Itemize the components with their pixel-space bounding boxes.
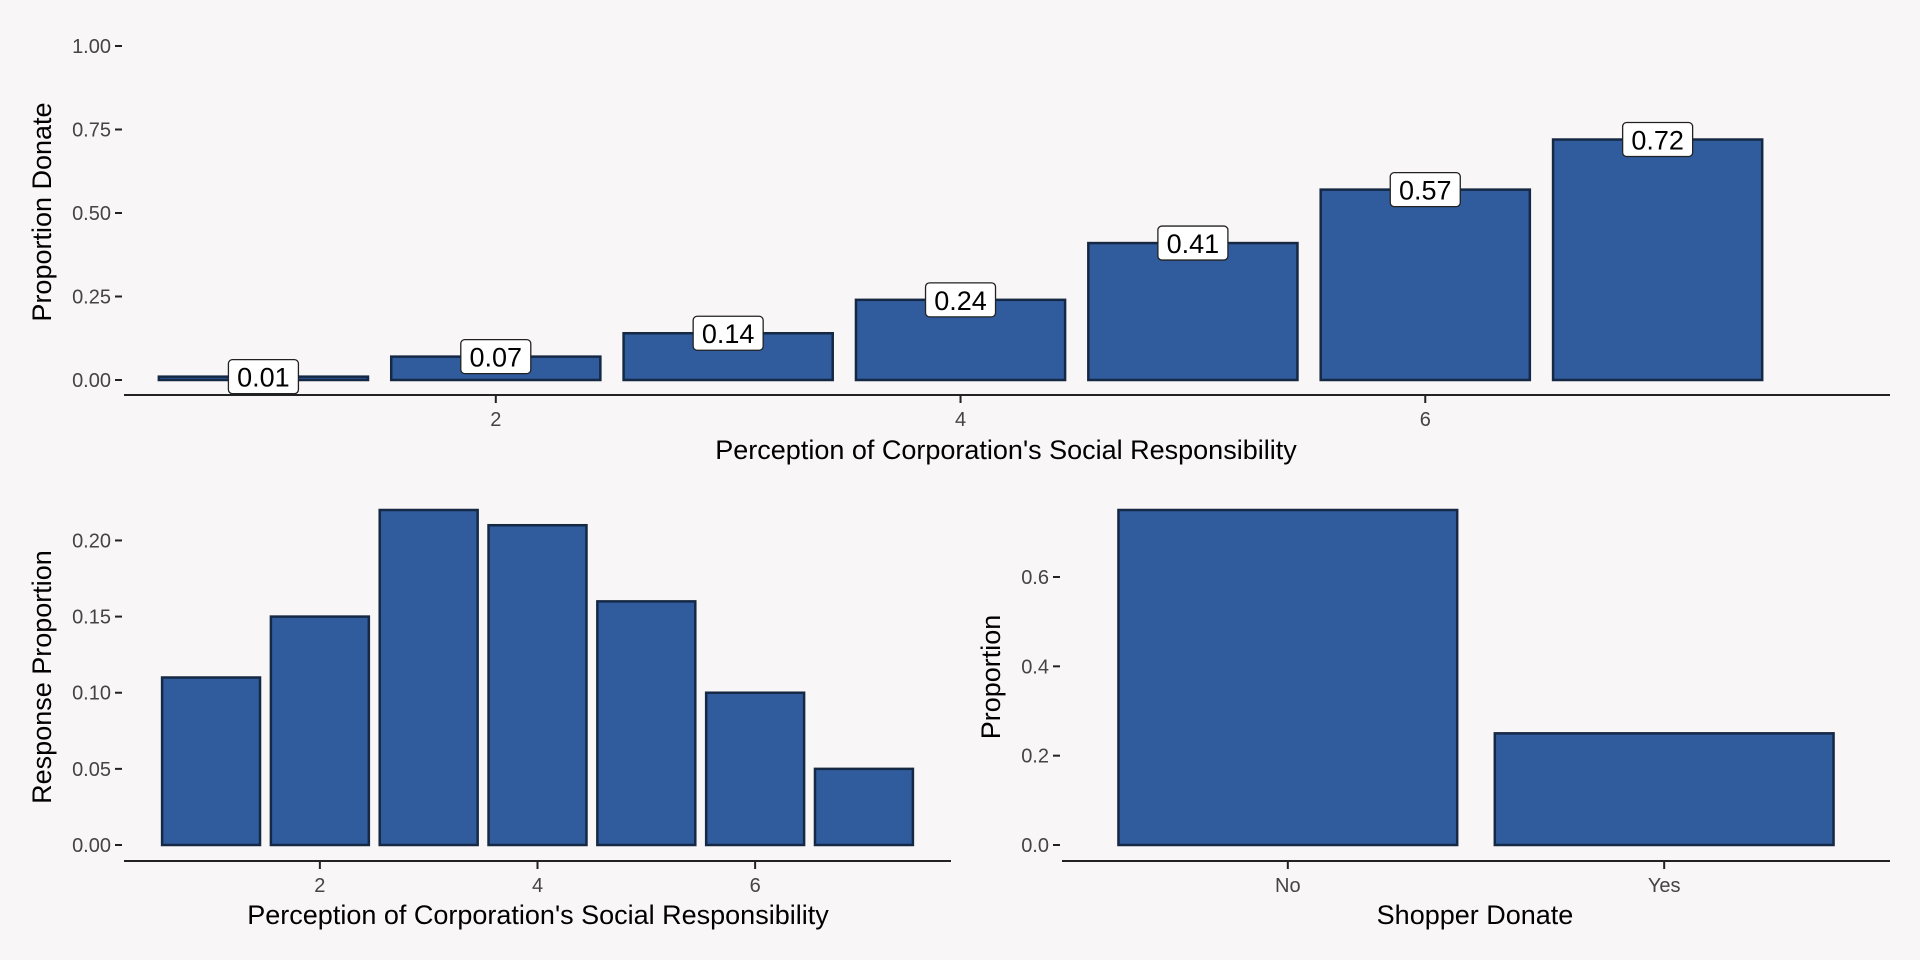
data-label: 0.07 xyxy=(470,343,523,373)
data-label: 0.41 xyxy=(1167,229,1220,259)
data-label-box xyxy=(924,282,997,318)
data-label: 0.01 xyxy=(237,363,290,393)
bar xyxy=(269,615,371,847)
y-tick-label: 0.10 xyxy=(72,683,111,705)
data-label: 0.14 xyxy=(702,319,755,349)
y-axis-title: Proportion xyxy=(976,615,1006,740)
x-tick-label: 2 xyxy=(314,875,325,897)
chart-bottom-left-response-proportion: 0.00 0.05 0.10 0.15 0.20 2 4 6 Perception of C… xyxy=(27,508,951,930)
data-labels: 0.01 0.07 0.14 0.24 0.41 0.57 0.72 xyxy=(227,121,1694,395)
y-axis: 0.00 0.25 0.50 0.75 1.00 xyxy=(72,36,122,392)
y-tick-label: 0.6 xyxy=(1021,567,1049,589)
y-tick-label: 1.00 xyxy=(72,36,111,58)
data-label-box xyxy=(460,338,532,375)
y-tick-label: 0.0 xyxy=(1021,835,1049,857)
data-label-box xyxy=(227,359,300,395)
y-tick-label: 0.2 xyxy=(1021,746,1049,768)
y-tick-label: 0.4 xyxy=(1021,656,1049,678)
y-tick-label: 0.20 xyxy=(72,530,111,552)
bar xyxy=(596,600,697,847)
x-tick-label: 6 xyxy=(750,875,761,897)
x-axis-title: Perception of Corporation's Social Respo… xyxy=(247,900,829,930)
bars xyxy=(1117,508,1835,847)
data-label: 0.72 xyxy=(1631,126,1684,156)
bar xyxy=(487,523,588,847)
bars xyxy=(157,138,1764,382)
x-tick-label: 4 xyxy=(955,409,966,431)
y-tick-label: 0.25 xyxy=(72,287,111,309)
y-tick-label: 0.05 xyxy=(72,759,111,781)
data-label-box xyxy=(692,315,764,351)
y-axis: 0.00 0.05 0.10 0.15 0.20 xyxy=(72,530,122,857)
y-tick-label: 0.75 xyxy=(72,120,111,142)
x-axis: No Yes xyxy=(1062,860,1890,897)
bar xyxy=(1117,508,1459,847)
x-tick-label: No xyxy=(1275,875,1301,897)
y-axis-title: Proportion Donate xyxy=(27,102,57,321)
x-axis: 2 4 6 xyxy=(124,860,951,897)
x-axis-title: Perception of Corporation's Social Respo… xyxy=(715,435,1297,465)
y-tick-label: 0.00 xyxy=(72,835,111,857)
data-label-box xyxy=(1621,121,1694,158)
data-label: 0.24 xyxy=(934,286,987,316)
x-tick-label: Yes xyxy=(1648,875,1681,897)
bar xyxy=(1493,732,1835,847)
y-tick-label: 0.15 xyxy=(72,607,111,629)
bar xyxy=(704,691,806,847)
data-label-box xyxy=(1157,225,1229,261)
data-label: 0.57 xyxy=(1399,176,1452,206)
x-tick-label: 4 xyxy=(532,875,543,897)
bar xyxy=(1319,188,1532,382)
chart-top-proportion-donate: 0.01 0.07 0.14 0.24 0.41 0.57 0.72 0.00 0.25 0.5… xyxy=(27,36,1890,465)
bar xyxy=(1087,241,1299,382)
y-axis-title: Response Proportion xyxy=(27,550,57,804)
chart-bottom-right-shopper-donate: 0.0 0.2 0.4 0.6 No Yes Shopper Donate Propor… xyxy=(976,508,1890,930)
y-axis: 0.0 0.2 0.4 0.6 xyxy=(1021,567,1060,857)
x-tick-label: 2 xyxy=(490,409,501,431)
bar xyxy=(813,767,915,847)
data-label-box xyxy=(1389,171,1461,208)
bars xyxy=(160,508,915,847)
x-axis-title: Shopper Donate xyxy=(1377,900,1574,930)
y-tick-label: 0.00 xyxy=(72,370,111,392)
bar xyxy=(1551,138,1764,382)
bar xyxy=(378,508,479,847)
bar xyxy=(160,676,262,847)
y-tick-label: 0.50 xyxy=(72,203,111,225)
x-tick-label: 6 xyxy=(1420,409,1431,431)
x-axis: 2 4 6 xyxy=(124,394,1890,431)
